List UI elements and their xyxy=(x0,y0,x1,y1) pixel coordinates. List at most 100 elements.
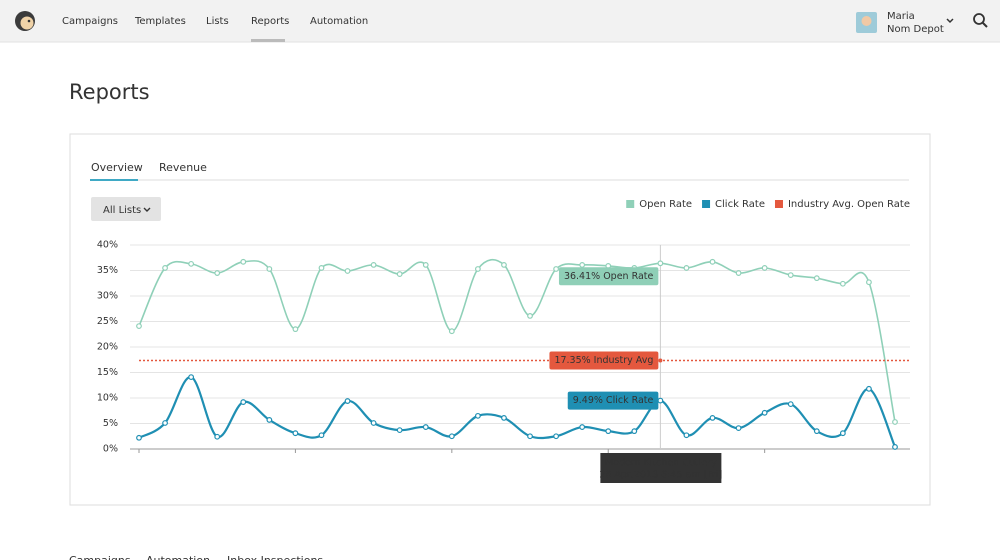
search-icon[interactable] xyxy=(973,13,988,28)
data-point xyxy=(657,260,664,267)
tab[interactable]: Revenue xyxy=(159,161,207,174)
y-tick-label: 25% xyxy=(97,316,118,327)
report-card xyxy=(69,133,931,506)
data-point xyxy=(683,432,690,439)
data-point xyxy=(892,419,898,425)
value-label-box xyxy=(549,351,659,370)
data-point xyxy=(709,258,716,265)
data-point xyxy=(761,265,768,271)
page-title: Reports xyxy=(69,80,150,104)
data-point xyxy=(136,434,142,441)
value-label-box xyxy=(567,391,659,410)
data-point xyxy=(344,398,351,404)
data-point xyxy=(448,328,455,335)
data-point xyxy=(605,428,612,435)
legend-swatch xyxy=(702,200,711,208)
data-point xyxy=(813,275,820,282)
data-point xyxy=(292,326,299,333)
legend-label: Open Rate xyxy=(639,199,692,210)
nav-item[interactable]: Reports xyxy=(251,16,289,27)
nav-bar xyxy=(0,0,1000,42)
nav-menu: Campaigns Templates Lists Reports Automation xyxy=(62,16,368,42)
legend-swatch xyxy=(774,200,783,208)
bottom-tab[interactable]: Inbox Inspections xyxy=(227,554,323,560)
tooltip-box xyxy=(600,453,722,483)
filter-chevron xyxy=(143,207,151,212)
user-org[interactable]: Nom Depot xyxy=(887,24,944,35)
value-label: 9.49% Click Rate xyxy=(573,395,654,406)
bottom-tab[interactable]: Automation xyxy=(146,554,210,560)
bottom-tab[interactable]: Campaigns xyxy=(69,554,131,560)
user-menu-chevron[interactable] xyxy=(946,18,954,24)
data-point xyxy=(448,433,455,440)
value-label: 36.41% Open Rate xyxy=(564,271,654,282)
data-point xyxy=(839,430,846,437)
y-tick-label: 5% xyxy=(103,418,118,429)
nav-item[interactable]: Campaigns xyxy=(62,16,118,27)
legend-label: Click Rate xyxy=(715,199,765,210)
data-point xyxy=(240,399,247,405)
y-tick-label: 10% xyxy=(97,393,118,404)
data-point xyxy=(839,280,846,287)
nav-item[interactable]: Lists xyxy=(206,16,229,27)
nav-active-indicator xyxy=(251,39,285,42)
data-point xyxy=(553,433,560,440)
nav-item[interactable]: Templates xyxy=(134,16,186,27)
data-point xyxy=(579,424,586,430)
data-point xyxy=(683,265,690,271)
data-point xyxy=(866,385,872,392)
data-point xyxy=(474,266,481,272)
y-tick-label: 30% xyxy=(97,291,118,302)
filter-label[interactable]: All Lists xyxy=(103,205,141,216)
tabs: Overview Revenue xyxy=(90,161,207,181)
data-point xyxy=(579,261,586,268)
data-point xyxy=(266,266,273,272)
data-point xyxy=(527,312,533,319)
data-point xyxy=(136,323,142,329)
data-point xyxy=(240,258,247,265)
nav-item[interactable]: Automation xyxy=(310,16,368,27)
data-point xyxy=(318,432,325,439)
data-point xyxy=(631,428,638,435)
y-tick-label: 20% xyxy=(97,342,118,353)
data-point xyxy=(761,409,768,416)
data-point xyxy=(422,424,429,430)
data-point xyxy=(162,265,168,271)
value-label: 17.35% Industry Avg xyxy=(554,355,653,366)
data-point xyxy=(370,261,377,268)
y-tick-label: 15% xyxy=(97,367,118,378)
y-tick-label: 0% xyxy=(103,444,118,455)
user-name[interactable]: Maria xyxy=(887,11,915,22)
data-point xyxy=(527,433,533,440)
data-point xyxy=(422,261,429,268)
data-point xyxy=(188,374,195,380)
data-point xyxy=(370,420,377,426)
data-point xyxy=(396,427,403,434)
tooltip-title: Modern Kitchen Cutlery xyxy=(605,458,717,469)
series-line xyxy=(138,376,897,448)
avatar-face xyxy=(861,16,872,26)
data-point xyxy=(709,414,716,421)
data-point xyxy=(474,412,481,419)
tab[interactable]: Overview xyxy=(91,161,143,174)
data-point xyxy=(787,272,794,278)
logo[interactable] xyxy=(15,11,35,31)
data-point xyxy=(787,401,794,408)
legend-label: Industry Avg. Open Rate xyxy=(788,199,910,210)
data-point xyxy=(214,433,221,440)
data-point xyxy=(735,425,742,431)
tooltip-date: 26 Apr,2013 6:45 am [Fri] xyxy=(599,470,722,481)
legend-swatch xyxy=(626,200,635,208)
legend: Industry Avg. Open Rate Click Rate Open Ra… xyxy=(626,199,910,210)
data-point xyxy=(866,279,872,286)
data-point xyxy=(214,270,221,276)
data-point xyxy=(735,270,742,276)
tab-active-indicator xyxy=(90,179,138,181)
y-tick-label: 40% xyxy=(97,240,118,251)
data-point xyxy=(188,260,195,267)
filter-dropdown[interactable] xyxy=(91,197,161,221)
data-point xyxy=(396,271,403,277)
value-label-box xyxy=(558,267,659,286)
